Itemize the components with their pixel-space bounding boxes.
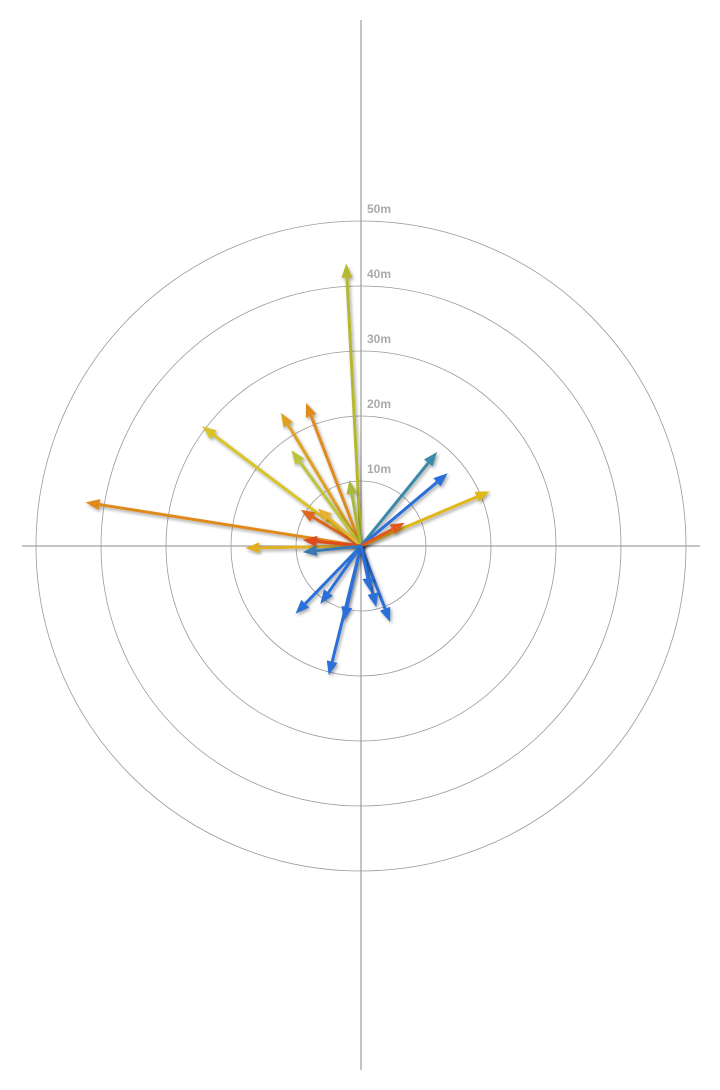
vector-shaft [298,460,363,547]
vector-shaft [99,503,362,548]
vector [302,544,362,557]
vector-head [320,589,333,605]
vector-shaft [360,528,393,548]
ring [100,285,622,807]
vector-head [389,522,405,535]
vector-shaft [327,545,363,594]
vector-head [326,660,338,676]
vector [359,545,374,592]
vector [359,452,438,547]
vector-head [245,542,260,554]
vector-head [341,263,353,278]
vector-shaft [212,433,362,548]
vector-head [474,491,490,502]
vector [305,402,363,547]
vector-shaft [327,516,362,548]
vector-head [317,508,333,522]
vector-shaft [360,495,478,548]
vector-shaft [345,545,363,608]
vector [360,491,490,548]
ring [230,415,492,677]
vector-head [367,592,379,608]
ring-label: 20m [367,397,391,411]
vector-head [424,452,438,467]
vector-head [302,535,318,547]
vector [202,426,362,548]
vector-shaft [309,415,363,547]
vector-head [300,509,316,522]
vector-shaft [359,545,370,579]
vector-head [302,545,318,557]
vector [360,473,448,548]
vector-head [341,605,353,621]
vector-head [433,473,448,487]
vector-head [305,402,317,418]
vector-shaft [360,481,438,548]
vector [320,545,363,605]
vector-shaft [316,544,362,553]
vector [360,522,405,548]
vector [300,509,362,548]
vector-head [291,450,305,465]
vector-shaft [312,515,362,548]
vector [341,263,363,547]
vector-head [202,426,217,440]
vector [280,412,363,547]
ring-label: 30m [367,332,391,346]
vector [341,545,363,621]
vector-head [346,480,358,495]
ring-label: 50m [367,202,391,216]
vector-head [280,412,293,428]
ring [165,350,557,742]
vector-shaft [286,424,363,547]
vector [295,544,363,614]
vector [302,535,362,548]
vector-head [85,499,101,511]
vector [317,508,362,548]
vector [346,480,363,547]
vector-shaft [304,544,363,605]
vector [85,499,362,548]
vector-head [295,599,310,614]
vector-shaft [359,461,430,547]
ring [35,220,687,872]
ring-label: 40m [367,267,391,281]
ring-label: 10m [367,462,391,476]
vector-shaft [350,493,363,547]
vector-head [362,576,374,592]
vector-head [379,606,391,622]
vector [291,450,363,547]
vector-shaft [345,277,363,547]
vector-shaft [316,539,362,548]
